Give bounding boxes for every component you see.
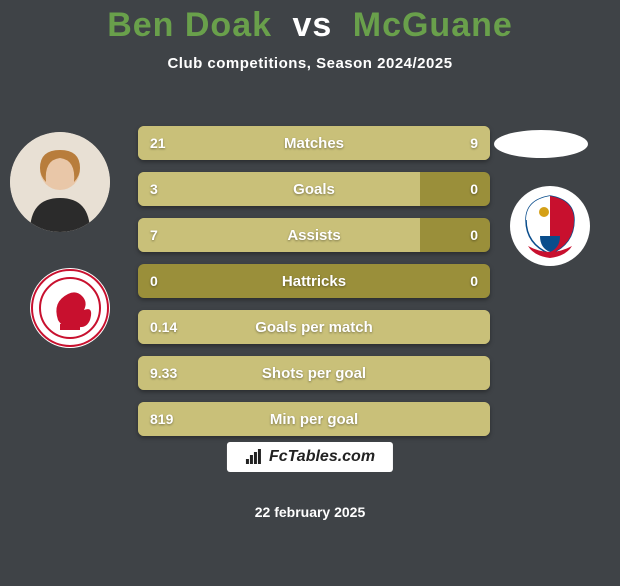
stat-label: Hattricks xyxy=(138,264,490,298)
stat-left-fill xyxy=(138,356,490,390)
brand-badge: FcTables.com xyxy=(227,442,393,472)
stats-container: Matches219Goals30Assists70Hattricks00Goa… xyxy=(138,126,490,448)
brand-prefix: Fc xyxy=(269,448,288,465)
bars-icon xyxy=(245,449,263,465)
stat-left-fill xyxy=(138,126,384,160)
stat-row: Matches219 xyxy=(138,126,490,160)
stat-row: Min per goal819 xyxy=(138,402,490,436)
stat-row: Hattricks0 0 xyxy=(138,264,490,298)
stat-left-fill xyxy=(138,402,490,436)
brand-suffix: Tables.com xyxy=(288,448,375,465)
team2-logo xyxy=(510,186,590,266)
person-icon xyxy=(10,132,110,232)
player2-photo-placeholder xyxy=(494,130,588,158)
date-text: 22 february 2025 xyxy=(0,504,620,520)
stat-value-right: 0 xyxy=(470,218,478,252)
team1-logo xyxy=(30,268,110,348)
stat-left-fill xyxy=(138,218,420,252)
subtitle: Club competitions, Season 2024/2025 xyxy=(0,55,620,72)
vs-text: vs xyxy=(292,6,332,44)
team2-crest-icon xyxy=(510,186,590,266)
stat-left-fill xyxy=(138,172,420,206)
stat-row: Shots per goal9.33 xyxy=(138,356,490,390)
player1-name: Ben Doak xyxy=(107,6,272,44)
stat-row: Goals30 xyxy=(138,172,490,206)
player1-photo xyxy=(10,132,110,232)
player2-name: McGuane xyxy=(353,6,513,44)
team1-crest-icon xyxy=(30,268,110,348)
stat-right-fill xyxy=(384,126,490,160)
stat-left-fill xyxy=(138,310,490,344)
stat-value-right: 0 xyxy=(470,172,478,206)
stat-row: Assists70 xyxy=(138,218,490,252)
stat-value-right: 0 xyxy=(470,264,478,298)
stat-row: Goals per match0.14 xyxy=(138,310,490,344)
comparison-title: Ben Doak vs McGuane xyxy=(0,6,620,45)
stat-value-left: 0 xyxy=(150,264,158,298)
